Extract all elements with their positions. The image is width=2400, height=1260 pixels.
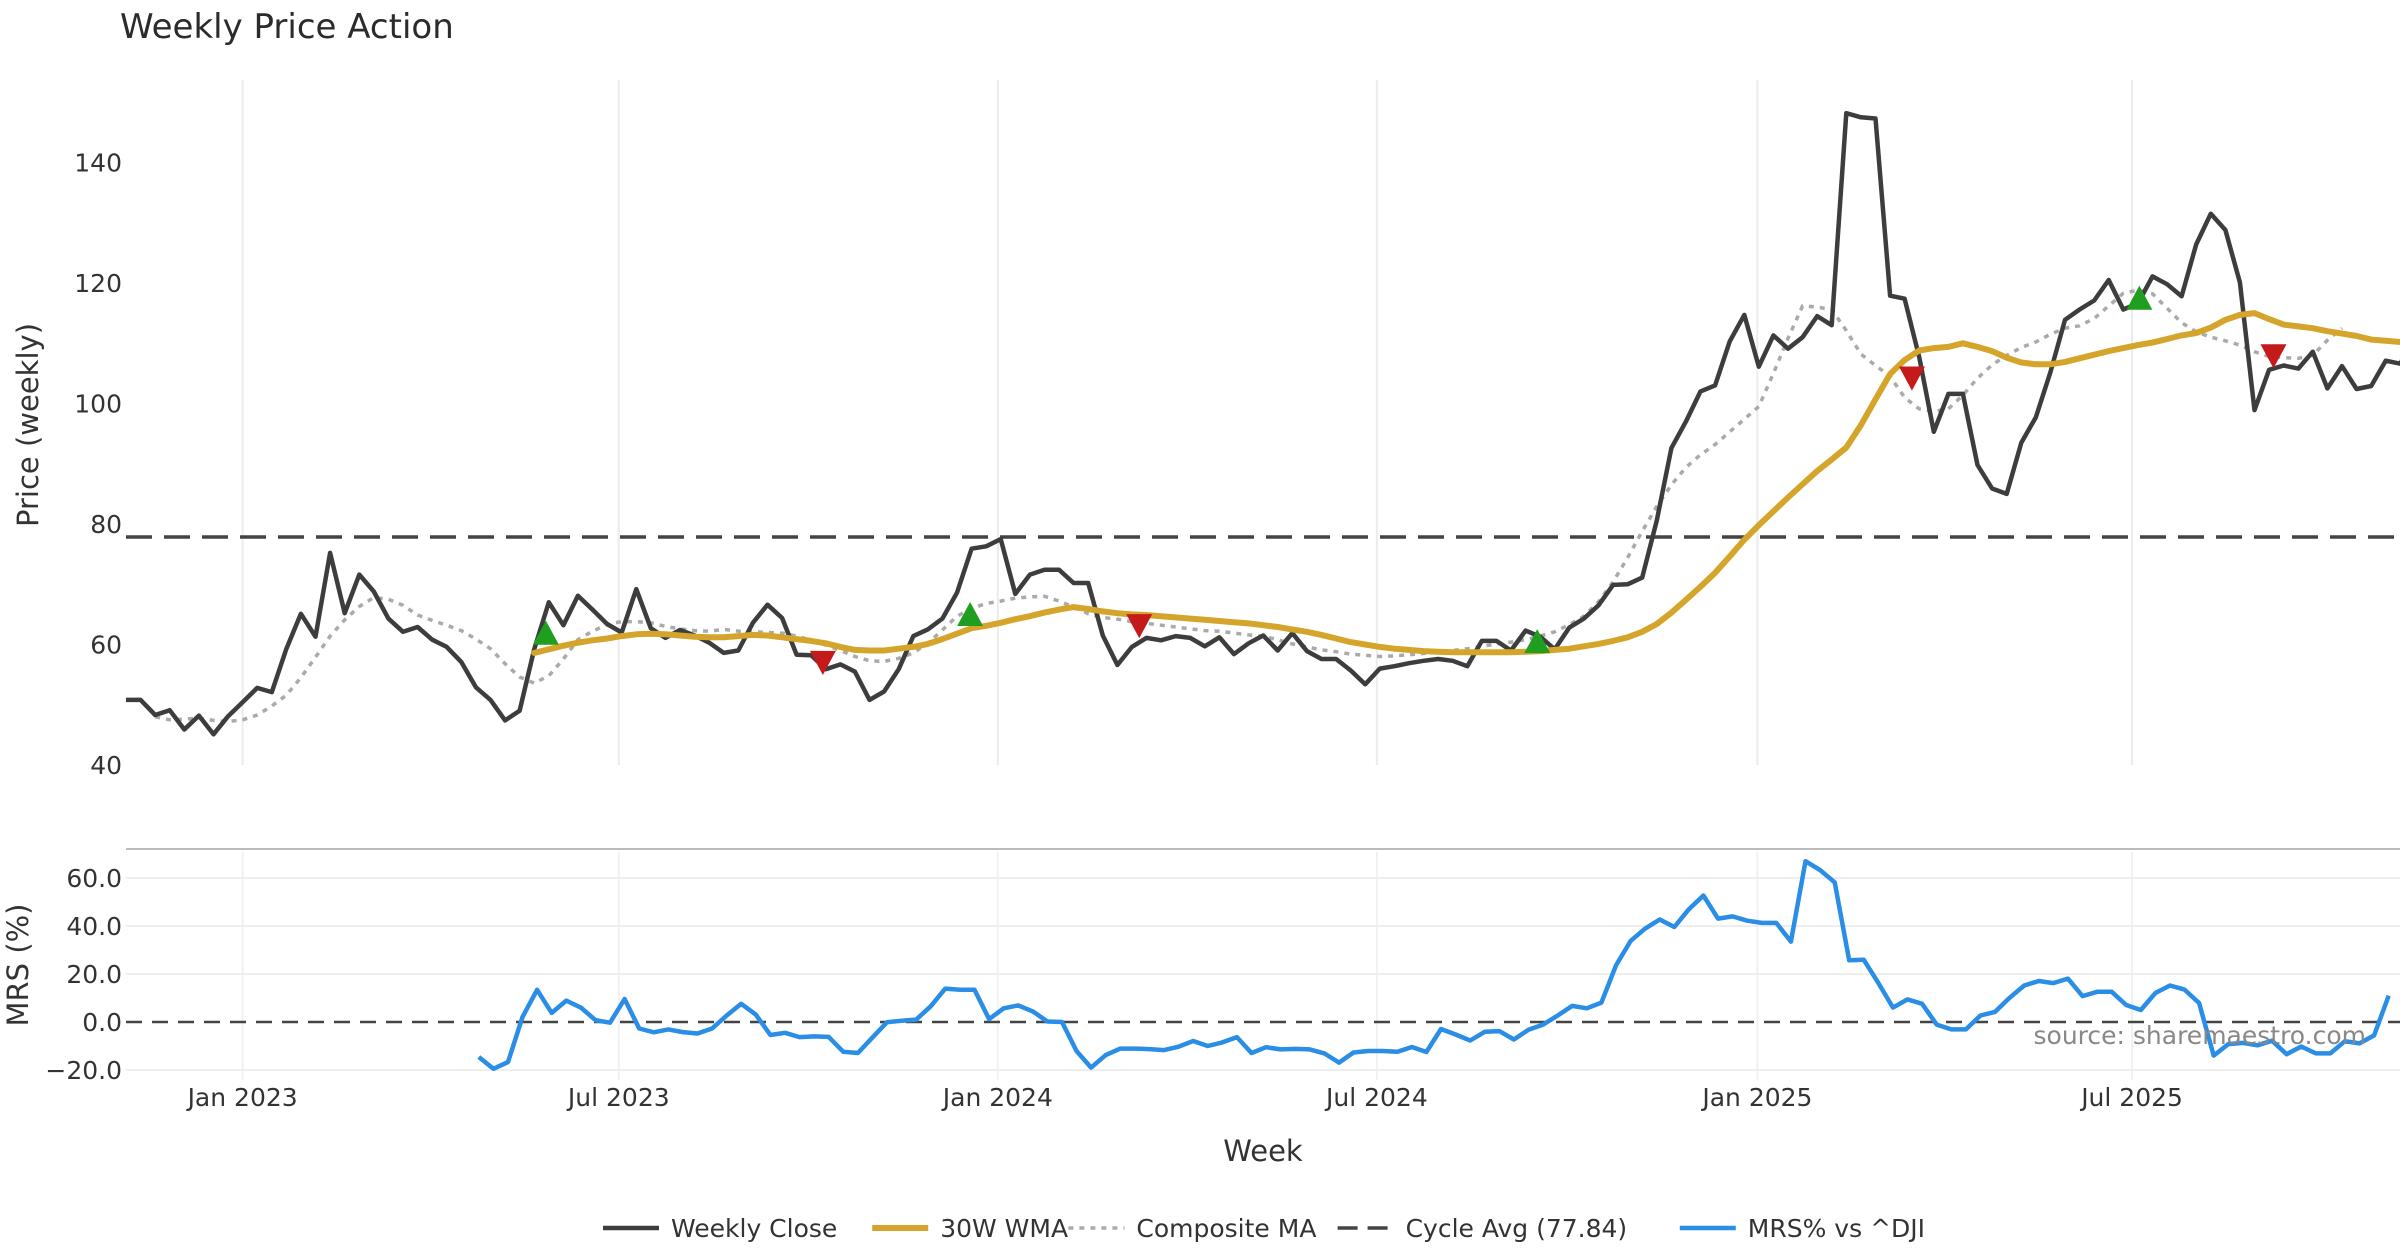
mrs-y-tick-2: 20.0 [66, 960, 122, 989]
mrs-y-tick-0: −20.0 [45, 1056, 122, 1085]
price-y-ticks: 40 60 80 100 120 140 [74, 149, 122, 781]
buy-marker-1 [957, 601, 984, 627]
x-axis-label: Week [1223, 1134, 1303, 1168]
price-y-tick-60: 60 [90, 631, 122, 660]
mrs-gridlines [126, 852, 2400, 1080]
mrs-line [477, 858, 2391, 1072]
price-y-axis-label: Price (weekly) [11, 323, 45, 527]
legend-label-2: Composite MA [1136, 1214, 1316, 1243]
weekly-close-line [126, 110, 2400, 737]
sell-marker-7 [2260, 344, 2287, 369]
price-y-tick-140: 140 [74, 149, 122, 178]
mrs-y-tick-3: 40.0 [66, 912, 122, 941]
mrs-series [126, 858, 2400, 1072]
legend: Weekly Close 30W WMA Composite MA Cycle Avg… [603, 1214, 1925, 1243]
sell-marker-6 [1898, 366, 1925, 391]
legend-item-0: Weekly Close [603, 1214, 837, 1243]
mrs-y-tick-4: 60.0 [66, 864, 122, 893]
price-y-tick-40: 40 [90, 751, 122, 780]
buy-marker-0 [532, 620, 559, 645]
mrs-y-tick-1: 0.0 [82, 1008, 122, 1037]
buy-marker-3 [2126, 285, 2153, 310]
x-tick-4: Jan 2025 [1700, 1083, 1812, 1112]
mrs-y-ticks: −20.0 0.0 20.0 40.0 60.0 [45, 864, 122, 1085]
legend-label-3: Cycle Avg (77.84) [1406, 1214, 1628, 1243]
signal-markers [532, 285, 2287, 675]
legend-item-1: 30W WMA [872, 1214, 1068, 1243]
wma-30w-line [531, 310, 2400, 656]
chart-title: Weekly Price Action [120, 7, 454, 47]
x-tick-labels: Jan 2023 Jul 2023 Jan 2024 Jul 2024 Jan 2025… [186, 1083, 2183, 1112]
x-tick-1: Jul 2023 [566, 1083, 670, 1112]
legend-label-4: MRS% vs ^DJI [1748, 1214, 1925, 1243]
x-tick-3: Jul 2024 [1324, 1083, 1428, 1112]
legend-item-2: Composite MA [1068, 1214, 1316, 1243]
price-y-tick-80: 80 [90, 510, 122, 539]
x-tick-2: Jan 2024 [941, 1083, 1053, 1112]
price-y-tick-100: 100 [74, 390, 122, 419]
price-gridlines [241, 80, 2134, 765]
legend-label-1: 30W WMA [940, 1214, 1068, 1243]
price-series [126, 110, 2400, 737]
mrs-panel: −20.0 0.0 20.0 40.0 60.0 MRS (%) source: sha… [1, 848, 2400, 1085]
price-y-tick-120: 120 [74, 269, 122, 298]
mrs-y-axis-label: MRS (%) [1, 904, 35, 1027]
price-panel: 40 60 80 100 120 140 Price (weekly) [11, 80, 2400, 780]
composite-ma-line [154, 288, 2344, 724]
x-tick-5: Jul 2025 [2079, 1083, 2183, 1112]
sell-marker-5 [1126, 614, 1153, 639]
legend-item-3: Cycle Avg (77.84) [1337, 1214, 1628, 1243]
x-tick-0: Jan 2023 [186, 1083, 298, 1112]
legend-label-0: Weekly Close [671, 1214, 837, 1243]
legend-item-4: MRS% vs ^DJI [1679, 1214, 1925, 1243]
sell-marker-4 [809, 650, 836, 675]
buy-marker-2 [1524, 629, 1551, 654]
source-note: source: sharemaestro.com [2034, 1021, 2367, 1050]
